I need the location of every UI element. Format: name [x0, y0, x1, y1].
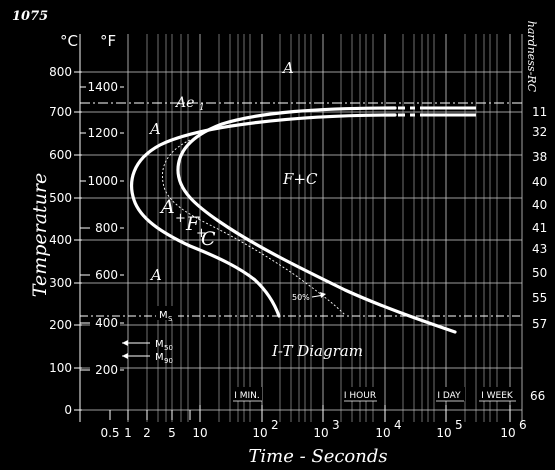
austenite-top-label: A — [281, 59, 294, 77]
hardness-tick: 57 — [532, 317, 547, 331]
celsius-tick: 600 — [49, 148, 72, 162]
transforming-plus-2: + — [196, 226, 207, 241]
hardness-tick: 11 — [532, 105, 547, 119]
m50-label: M — [155, 339, 164, 350]
one-week-marker: I WEEK — [481, 391, 514, 401]
transforming-c-label: C — [201, 228, 216, 250]
ms-label: M — [159, 310, 168, 321]
time-tick-exponent: 3 — [332, 418, 340, 432]
steel-grade-label: 1075 — [12, 9, 48, 24]
hardness-tick: 38 — [532, 150, 547, 164]
fahrenheit-tick: 200 — [95, 363, 118, 377]
austenite-lower-label: A — [149, 266, 162, 284]
hardness-tick: 50 — [532, 266, 547, 280]
time-tick-exponent: 5 — [455, 418, 463, 432]
y-axis-title: Temperature — [29, 173, 51, 297]
fahrenheit-tick: 400 — [95, 316, 118, 330]
time-tick-exponent: 6 — [519, 418, 527, 432]
celsius-tick: 400 — [49, 233, 72, 247]
time-tick-marks — [109, 405, 511, 422]
ae1-subscript: 1 — [199, 103, 205, 113]
hardness-tick-labels: 11 32 38 40 40 41 43 50 55 57 66 — [530, 105, 547, 403]
time-tick-exponent: 2 — [271, 418, 279, 432]
fahrenheit-tick-labels: 1400 1200 1000 800 600 400 200 — [86, 79, 120, 377]
time-tick: 0.5 — [100, 426, 119, 440]
celsius-tick-labels: 800 700 600 500 400 300 200 100 0 — [49, 65, 72, 417]
transformation-finish-curve — [176, 106, 457, 334]
hardness-tick: 55 — [532, 291, 547, 305]
celsius-tick-marks — [74, 71, 82, 411]
time-tick: 10 — [375, 426, 390, 440]
diagram-title: I-T Diagram — [271, 342, 363, 360]
transforming-f-label: F — [185, 213, 200, 235]
m50-subscript: 50 — [164, 344, 173, 352]
transforming-plus-1: + — [175, 211, 186, 226]
transformation-start-curve — [130, 113, 397, 318]
time-tick: 10 — [192, 426, 207, 440]
time-tick: 10 — [436, 426, 451, 440]
one-minute-marker: I MIN. — [234, 391, 260, 401]
celsius-tick: 700 — [49, 105, 72, 119]
transforming-a-label: A — [159, 196, 175, 218]
hardness-axis-label: hardness-RC — [525, 21, 538, 93]
time-tick: 10 — [252, 426, 267, 440]
fahrenheit-tick: 1400 — [87, 80, 118, 94]
hardness-tick: 40 — [532, 175, 547, 189]
austenite-upper-left-label: A — [148, 120, 161, 138]
time-tick: 5 — [168, 426, 176, 440]
celsius-tick: 500 — [49, 191, 72, 205]
ms-subscript: S — [168, 315, 173, 323]
time-tick: 1 — [124, 426, 132, 440]
minor-grid — [146, 34, 498, 422]
fifty-percent-arrow — [311, 292, 326, 298]
fahrenheit-tick: 1200 — [87, 126, 118, 140]
m90-subscript: 90 — [164, 357, 173, 365]
fahrenheit-unit-label: °F — [100, 32, 116, 50]
time-tick: 10 — [313, 426, 328, 440]
fahrenheit-tick: 600 — [95, 268, 118, 282]
m50-arrow — [122, 340, 150, 346]
fahrenheit-tick: 1000 — [87, 174, 118, 188]
celsius-tick: 0 — [64, 403, 72, 417]
time-tick: 2 — [143, 426, 151, 440]
one-hour-marker: I HOUR — [344, 391, 376, 401]
ae1-label: Ae — [174, 95, 194, 111]
grid — [79, 34, 523, 422]
one-day-marker: I DAY — [437, 391, 461, 401]
fahrenheit-tick: 800 — [95, 221, 118, 235]
m90-arrow — [122, 353, 150, 359]
fifty-percent-curve — [162, 139, 346, 316]
hardness-tick: 66 — [530, 389, 545, 403]
time-tick-exponent: 4 — [394, 418, 402, 432]
time-markers: I MIN. I HOUR I DAY I WEEK — [232, 387, 516, 402]
time-tick-labels: 0.5 1 2 5 10 10 2 10 3 10 4 10 5 10 6 — [100, 418, 526, 440]
fifty-percent-label: 50% — [292, 293, 310, 302]
celsius-unit-label: °C — [60, 32, 78, 50]
x-axis-title: Time - Seconds — [248, 446, 387, 467]
m90-label: M — [155, 352, 164, 363]
hardness-tick: 43 — [532, 242, 547, 256]
celsius-tick: 300 — [49, 276, 72, 290]
celsius-tick: 200 — [49, 318, 72, 332]
hardness-tick: 40 — [532, 198, 547, 212]
hardness-tick: 32 — [532, 125, 547, 139]
time-tick: 10 — [500, 426, 515, 440]
hardness-tick: 41 — [532, 221, 547, 235]
celsius-tick: 100 — [49, 361, 72, 375]
ferrite-carbide-label: F+C — [282, 170, 318, 188]
celsius-tick: 800 — [49, 65, 72, 79]
